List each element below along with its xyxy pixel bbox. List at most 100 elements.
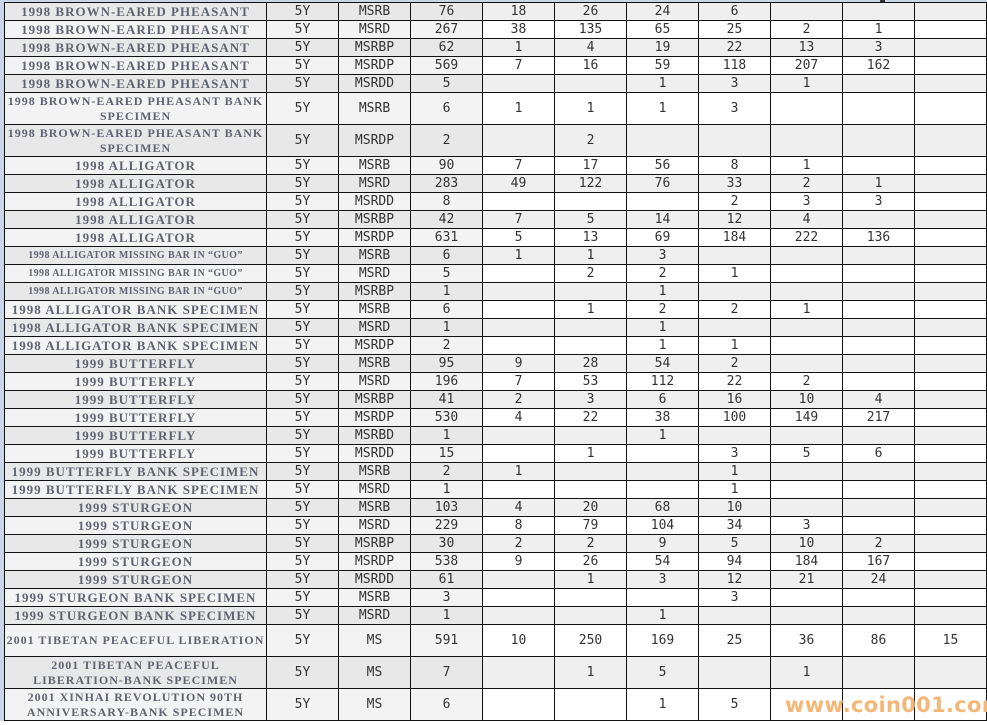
count-cell: 3 bbox=[770, 192, 843, 211]
count-cell bbox=[770, 498, 843, 517]
denomination-cell: 5Y bbox=[266, 20, 339, 39]
count-cell bbox=[482, 318, 555, 337]
total-cell: 591 bbox=[410, 624, 483, 657]
count-cell bbox=[626, 588, 699, 607]
count-cell: 3 bbox=[842, 38, 915, 57]
grade-cell: MSRDD bbox=[338, 74, 411, 93]
count-cell bbox=[626, 480, 699, 499]
count-cell: 26 bbox=[554, 552, 627, 571]
grade-cell: MSRB bbox=[338, 354, 411, 373]
count-cell: 1 bbox=[770, 156, 843, 175]
grade-cell: MSRB bbox=[338, 92, 411, 125]
table-row: 1998 BROWN-EARED PHEASANT BANK SPECIMEN 5… bbox=[4, 124, 987, 157]
table-row: 2001 XINHAI REVOLUTION 90TH ANNIVERSARY-… bbox=[4, 688, 987, 721]
count-cell: 118 bbox=[698, 56, 771, 75]
total-cell: 2 bbox=[410, 336, 483, 355]
count-cell: 38 bbox=[626, 408, 699, 427]
table-row: 1998 BROWN-EARED PHEASANT 5Y MSRB 76 18 26 24 6 bbox=[4, 2, 987, 21]
count-cell: 69 bbox=[626, 228, 699, 247]
count-cell: 34 bbox=[698, 516, 771, 535]
count-cell: 2 bbox=[770, 20, 843, 39]
denomination-cell: 5Y bbox=[266, 124, 339, 157]
count-cell: 250 bbox=[554, 624, 627, 657]
count-cell bbox=[842, 156, 915, 175]
count-cell: 104 bbox=[626, 516, 699, 535]
denomination-cell: 5Y bbox=[266, 656, 339, 689]
count-cell: 6 bbox=[626, 390, 699, 409]
denomination-cell: 5Y bbox=[266, 570, 339, 589]
coin-name-cell: 2001 TIBETAN PEACEFUL LIBERATION bbox=[4, 624, 267, 657]
count-cell: 18 bbox=[482, 2, 555, 21]
table-row: 1998 ALLIGATOR MISSING BAR IN “GUO” 5Y MSR… bbox=[4, 246, 987, 265]
count-cell: 56 bbox=[626, 156, 699, 175]
count-cell: 16 bbox=[698, 390, 771, 409]
count-cell bbox=[842, 318, 915, 337]
grade-cell: MSRDP bbox=[338, 336, 411, 355]
count-cell bbox=[842, 246, 915, 265]
coin-name-cell: 2001 XINHAI REVOLUTION 90TH ANNIVERSARY-… bbox=[4, 688, 267, 721]
total-cell: 530 bbox=[410, 408, 483, 427]
count-cell: 3 bbox=[626, 570, 699, 589]
coin-name-cell: 1998 ALLIGATOR bbox=[4, 174, 267, 193]
total-cell: 283 bbox=[410, 174, 483, 193]
count-cell bbox=[914, 372, 987, 391]
grade-cell: MS bbox=[338, 624, 411, 657]
grade-cell: MSRDD bbox=[338, 444, 411, 463]
grade-cell: MSRBP bbox=[338, 210, 411, 229]
count-cell: 25 bbox=[698, 20, 771, 39]
total-cell: 631 bbox=[410, 228, 483, 247]
count-cell bbox=[914, 462, 987, 481]
denomination-cell: 5Y bbox=[266, 444, 339, 463]
grade-cell: MS bbox=[338, 688, 411, 721]
count-cell: 21 bbox=[770, 570, 843, 589]
grade-cell: MSRDD bbox=[338, 192, 411, 211]
coin-name-cell: 1998 ALLIGATOR MISSING BAR IN “GUO” bbox=[4, 282, 267, 301]
coin-name-cell: 1998 ALLIGATOR MISSING BAR IN “GUO” bbox=[4, 246, 267, 265]
table-row: 1998 ALLIGATOR 5Y MSRDD 8 2 3 3 bbox=[4, 192, 987, 211]
count-cell: 94 bbox=[698, 552, 771, 571]
table-row: 2001 TIBETAN PEACEFUL LIBERATION-BANK SP… bbox=[4, 656, 987, 689]
count-cell: 2 bbox=[698, 354, 771, 373]
count-cell: 54 bbox=[626, 552, 699, 571]
count-cell bbox=[554, 588, 627, 607]
count-cell: 12 bbox=[698, 210, 771, 229]
count-cell bbox=[698, 606, 771, 625]
count-cell: 1 bbox=[626, 92, 699, 125]
table-row: 1999 STURGEON 5Y MSRBP 30 2 2 9 5 10 2 bbox=[4, 534, 987, 553]
count-cell bbox=[698, 246, 771, 265]
count-cell: 10 bbox=[770, 534, 843, 553]
denomination-cell: 5Y bbox=[266, 228, 339, 247]
table-row: 1999 STURGEON 5Y MSRB 103 4 20 68 10 bbox=[4, 498, 987, 517]
coin-name-cell: 1999 BUTTERFLY BANK SPECIMEN bbox=[4, 462, 267, 481]
count-cell: 5 bbox=[554, 210, 627, 229]
count-cell: 1 bbox=[842, 174, 915, 193]
table-row: 1999 BUTTERFLY 5Y MSRBP 41 2 3 6 16 10 4 bbox=[4, 390, 987, 409]
denomination-cell: 5Y bbox=[266, 318, 339, 337]
count-cell bbox=[842, 656, 915, 689]
grade-cell: MSRDP bbox=[338, 408, 411, 427]
count-cell: 3 bbox=[842, 192, 915, 211]
count-cell bbox=[914, 688, 987, 721]
denomination-cell: 5Y bbox=[266, 210, 339, 229]
denomination-cell: 5Y bbox=[266, 552, 339, 571]
count-cell: 1 bbox=[554, 656, 627, 689]
total-cell: 6 bbox=[410, 688, 483, 721]
count-cell bbox=[842, 354, 915, 373]
total-cell: 1 bbox=[410, 606, 483, 625]
count-cell: 33 bbox=[698, 174, 771, 193]
count-cell: 1 bbox=[698, 264, 771, 283]
table-row: 1999 BUTTERFLY 5Y MSRBD 1 1 bbox=[4, 426, 987, 445]
count-cell: 7 bbox=[482, 372, 555, 391]
count-cell bbox=[842, 688, 915, 721]
total-cell: 1 bbox=[410, 282, 483, 301]
total-cell: 62 bbox=[410, 38, 483, 57]
count-cell bbox=[554, 192, 627, 211]
count-cell: 38 bbox=[482, 20, 555, 39]
total-cell: 42 bbox=[410, 210, 483, 229]
count-cell bbox=[914, 300, 987, 319]
grade-cell: MSRB bbox=[338, 588, 411, 607]
denomination-cell: 5Y bbox=[266, 426, 339, 445]
table-row: 1998 ALLIGATOR MISSING BAR IN “GUO” 5Y MSR… bbox=[4, 264, 987, 283]
count-cell: 1 bbox=[554, 300, 627, 319]
count-cell bbox=[914, 246, 987, 265]
